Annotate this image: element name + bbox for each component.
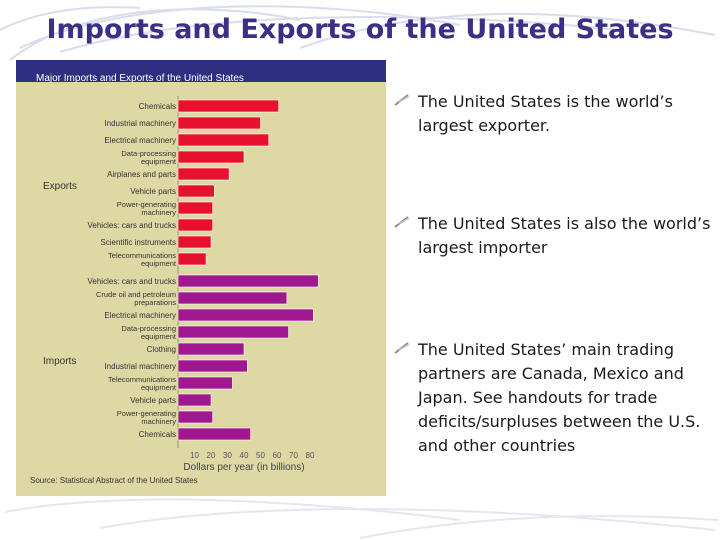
bar-exports: [177, 252, 207, 266]
bar-imports: [177, 427, 251, 441]
x-tick-label: 60: [273, 451, 282, 460]
bar-imports: [177, 410, 213, 424]
chart-title: Major Imports and Exports of the United …: [36, 73, 244, 84]
bar-imports: [177, 291, 288, 305]
bar-imports: [177, 325, 289, 339]
quill-bullet-icon: [394, 342, 410, 354]
bar-exports: [177, 218, 213, 232]
category-label: equipment: [141, 383, 177, 392]
category-label: machinery: [141, 208, 176, 217]
bar-exports: [177, 167, 230, 181]
bullet-item: The United States is also the world’s la…: [394, 212, 718, 260]
category-label: Scientific instruments: [100, 238, 176, 247]
bullet-item: The United States’ main trading partners…: [394, 338, 718, 458]
bar-exports: [177, 235, 212, 249]
category-label: Vehicles: cars and trucks: [88, 277, 176, 286]
category-label: Power-generating: [117, 409, 176, 418]
x-axis-label: Dollars per year (in billions): [183, 462, 304, 473]
quill-bullet-icon: [394, 94, 410, 106]
category-label: Telecommunications: [108, 375, 176, 384]
category-label: Vehicle parts: [130, 187, 176, 196]
bar-exports: [177, 133, 270, 147]
bullet-text: The United States is the world’s largest…: [418, 92, 673, 135]
category-label: Crude oil and petroleum: [96, 290, 176, 299]
category-label: Airplanes and parts: [107, 170, 176, 179]
category-label: Industrial machinery: [104, 119, 176, 128]
slide-title: Imports and Exports of the United States: [46, 14, 674, 45]
category-label: Electrical machinery: [104, 311, 176, 320]
bar-imports: [177, 393, 212, 407]
bar-exports: [177, 150, 245, 164]
source-note: Source: Statistical Abstract of the Unit…: [30, 476, 198, 485]
bar-imports: [177, 359, 248, 373]
category-label: equipment: [141, 332, 177, 341]
category-label: Power-generating: [117, 200, 176, 209]
category-label: Chemicals: [139, 430, 176, 439]
category-label: Telecommunications: [108, 251, 176, 260]
x-tick-label: 50: [256, 451, 265, 460]
category-label: Clothing: [147, 345, 176, 354]
x-tick-label: 80: [306, 451, 315, 460]
x-tick-label: 70: [289, 451, 298, 460]
bar-imports: [177, 308, 314, 322]
category-label: preparations: [134, 298, 176, 307]
bar-imports: [177, 376, 233, 390]
category-label: Industrial machinery: [104, 362, 176, 371]
bar-imports: [177, 342, 245, 356]
category-label: Vehicles: cars and trucks: [88, 221, 176, 230]
category-label: Data-processing: [121, 324, 176, 333]
chart-header-bar: [16, 60, 386, 82]
category-label: machinery: [141, 417, 176, 426]
category-label: equipment: [141, 157, 177, 166]
x-tick-label: 10: [190, 451, 199, 460]
bar-chart: Exports Chemicals Industrial machinery Elec…: [30, 96, 319, 485]
category-label: Chemicals: [139, 102, 176, 111]
category-label: Vehicle parts: [130, 396, 176, 405]
quill-bullet-icon: [394, 216, 410, 228]
group-label-imports: Imports: [43, 356, 76, 367]
category-label: Data-processing: [121, 149, 176, 158]
group-label-exports: Exports: [43, 181, 77, 192]
category-label: Electrical machinery: [104, 136, 176, 145]
bullet-text: The United States is also the world’s la…: [418, 214, 711, 257]
category-label: equipment: [141, 259, 177, 268]
bar-exports: [177, 116, 261, 130]
chart-panel: Major Imports and Exports of the United …: [16, 60, 386, 496]
bar-exports: [177, 184, 215, 198]
bar-imports: [177, 274, 319, 288]
bullet-text: The United States’ main trading partners…: [418, 340, 701, 455]
x-tick-label: 30: [223, 451, 232, 460]
bullet-item: The United States is the world’s largest…: [394, 90, 718, 138]
bar-exports: [177, 201, 213, 215]
x-tick-label: 40: [240, 451, 249, 460]
bar-exports: [177, 99, 279, 113]
x-tick-label: 20: [207, 451, 216, 460]
